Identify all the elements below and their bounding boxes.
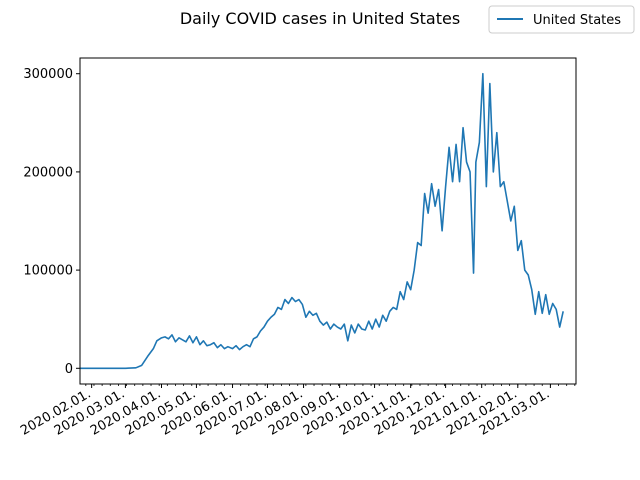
series-layer — [80, 72, 564, 370]
legend: United States — [488, 5, 635, 34]
y-tick-label-300000: 300000 — [23, 67, 73, 82]
series-line-united-states — [80, 72, 564, 370]
x-axis: 2020.02.01.2020.03.01.2020.04.01.2020.05… — [18, 384, 576, 439]
y-tick-label-200000: 200000 — [23, 165, 73, 180]
y-axis: 0 100000 200000 300000 — [23, 67, 80, 377]
y-tick-label-0: 0 — [65, 362, 73, 377]
legend-entry-united-states: United States — [533, 13, 621, 28]
y-tick-label-100000: 100000 — [23, 264, 73, 279]
legend-box — [488, 5, 635, 34]
plot-area: 2020.02.01.2020.03.01.2020.04.01.2020.05… — [18, 57, 577, 439]
plot-frame — [79, 57, 577, 385]
chart-title: Daily COVID cases in United States — [180, 9, 460, 28]
